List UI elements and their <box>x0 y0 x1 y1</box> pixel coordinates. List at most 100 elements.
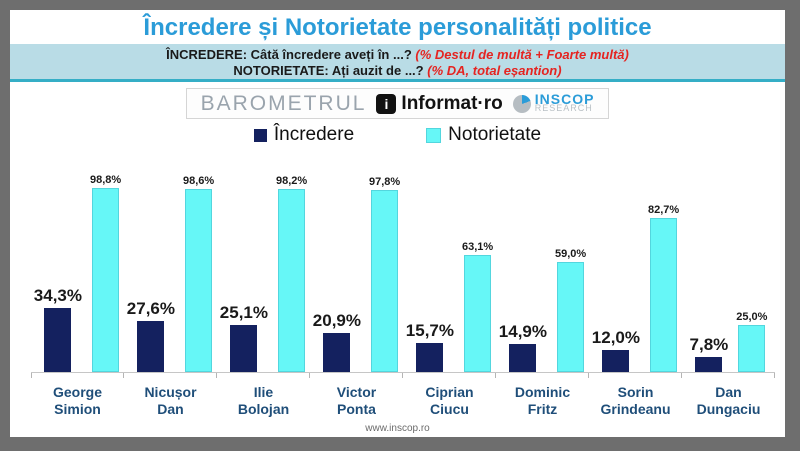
bar-group: 25,1% 98,2% <box>217 175 310 372</box>
bar-notorietate <box>738 325 766 372</box>
axis-tick <box>496 373 589 378</box>
bar-with-label: 25,1% <box>220 303 268 372</box>
chart-category-labels: George Simion Nicușor Dan Ilie Bolojan Victor P… <box>31 384 775 418</box>
category-label: Dan Dungaciu <box>696 384 761 417</box>
category-label: Sorin Grindeanu <box>600 384 671 417</box>
bar-group: 20,9% 97,8% <box>310 176 403 372</box>
bar-with-label: 98,8% <box>90 174 121 372</box>
subtitle-question: NOTORIETATE: Ați auzit de ...? <box>233 63 424 78</box>
category-label: Dominic Fritz <box>514 384 571 417</box>
value-label: 25,1% <box>219 303 268 322</box>
bar-with-label: 14,9% <box>499 322 547 372</box>
subtitle-note: (% Destul de multă + Foarte multă) <box>415 47 629 62</box>
value-label: 82,7% <box>648 204 680 216</box>
bar-notorietate <box>650 218 678 372</box>
informat-logo-icon: i <box>376 93 397 114</box>
bar-with-label: 82,7% <box>648 204 679 372</box>
category-label: Ilie Bolojan <box>237 384 290 417</box>
axis-tick <box>310 373 403 378</box>
inscop-logo: INSCOP RESEARCH <box>512 91 595 113</box>
legend-swatch-notorietate <box>426 127 442 143</box>
category-label: Ciprian Ciucu <box>425 384 474 417</box>
bar-with-label: 27,6% <box>127 299 175 372</box>
bar-with-label: 63,1% <box>462 241 493 372</box>
chart-groups: 34,3% 98,8% 27,6% 98,6% 25,1% 98,2% 20,9% 97,8%… <box>31 174 775 372</box>
inscop-logo-text: INSCOP <box>534 91 595 107</box>
bar-incredere <box>323 333 351 372</box>
bar-notorietate <box>92 188 120 372</box>
bar-with-label: 59,0% <box>555 248 586 372</box>
footer-url: www.inscop.ro <box>365 423 430 434</box>
category-label: Victor Ponta <box>336 384 377 417</box>
legend-label-incredere: Încredere <box>273 124 355 145</box>
informat-logo: i Informat·ro <box>376 92 503 115</box>
subtitle-line-notorietate: NOTORIETATE: Ați auzit de ...? (% DA, to… <box>10 63 785 79</box>
bar-with-label: 98,6% <box>183 175 214 372</box>
bar-with-label: 12,0% <box>592 328 640 372</box>
legend-item-incredere: Încredere <box>253 124 355 146</box>
bar-incredere <box>44 308 72 372</box>
value-label: 98,2% <box>276 175 308 187</box>
value-label: 12,0% <box>591 328 640 347</box>
bar-with-label: 25,0% <box>736 311 767 372</box>
value-label: 27,6% <box>126 299 175 318</box>
legend-item-notorietate: Notorietate <box>426 124 541 146</box>
axis-tick <box>31 373 124 378</box>
bar-incredere <box>416 343 444 372</box>
bar-incredere <box>137 321 165 372</box>
value-label: 59,0% <box>555 248 587 260</box>
value-label: 7,8% <box>689 335 729 354</box>
axis-tick <box>682 373 775 378</box>
value-label: 20,9% <box>312 311 361 330</box>
bar-group: 7,8% 25,0% <box>682 186 775 372</box>
bar-group: 12,0% 82,7% <box>589 186 682 372</box>
axis-tick <box>124 373 217 378</box>
bar-group: 14,9% 59,0% <box>496 186 589 372</box>
bar-notorietate <box>557 262 585 372</box>
page-title: Încredere și Notorietate personalități p… <box>143 14 652 41</box>
bar-incredere <box>230 325 258 372</box>
bar-with-label: 97,8% <box>369 176 400 372</box>
logo-bar: BAROMETRUL i Informat·ro INSCOP RESEARCH <box>10 88 785 119</box>
bar-group: 15,7% 63,1% <box>403 186 496 372</box>
bar-group: 27,6% 98,6% <box>124 175 217 372</box>
category-label: George Simion <box>52 384 102 417</box>
logo-box: BAROMETRUL i Informat·ro INSCOP RESEARCH <box>185 88 610 119</box>
barometrul-logo: BAROMETRUL <box>200 91 367 115</box>
bar-notorietate <box>278 189 306 372</box>
bar-with-label: 15,7% <box>406 321 454 372</box>
bar-notorietate <box>371 190 399 372</box>
subtitle-question: ÎNCREDERE: Câtă încredere aveți în ...? <box>166 47 412 62</box>
subtitle-line-incredere: ÎNCREDERE: Câtă încredere aveți în ...? … <box>10 47 785 63</box>
subtitle-note: (% DA, total eșantion) <box>427 63 562 78</box>
value-label: 97,8% <box>369 176 401 188</box>
bar-notorietate <box>185 189 213 372</box>
bar-chart: 34,3% 98,8% 27,6% 98,6% 25,1% 98,2% 20,9% 97,8%… <box>31 174 775 418</box>
bar-incredere <box>509 344 537 372</box>
value-label: 34,3% <box>33 286 82 305</box>
bar-with-label: 20,9% <box>313 311 361 372</box>
axis-tick <box>589 373 682 378</box>
value-label: 63,1% <box>462 241 494 253</box>
axis-tick <box>217 373 310 378</box>
inscop-research-text: RESEARCH <box>534 103 593 113</box>
slide-content: Încredere și Notorietate personalități p… <box>10 10 785 437</box>
category-label: Nicușor Dan <box>144 384 197 417</box>
bar-incredere <box>695 357 723 372</box>
axis-tick <box>403 373 496 378</box>
value-label: 14,9% <box>498 322 547 341</box>
legend-swatch-incredere <box>253 128 267 142</box>
bar-with-label: 98,2% <box>276 175 307 372</box>
value-label: 98,8% <box>90 174 122 186</box>
divider-rule <box>10 79 785 82</box>
chart-legend: Încredere Notorietate <box>10 123 785 147</box>
value-label: 15,7% <box>405 321 454 340</box>
subtitle-band: ÎNCREDERE: Câtă încredere aveți în ...? … <box>10 44 785 79</box>
bar-notorietate <box>464 255 492 372</box>
bar-incredere <box>602 350 630 372</box>
bar-with-label: 34,3% <box>34 286 82 372</box>
informat-logo-text: Informat·ro <box>401 92 503 114</box>
value-label: 25,0% <box>736 311 768 323</box>
chart-ticks <box>31 372 775 378</box>
